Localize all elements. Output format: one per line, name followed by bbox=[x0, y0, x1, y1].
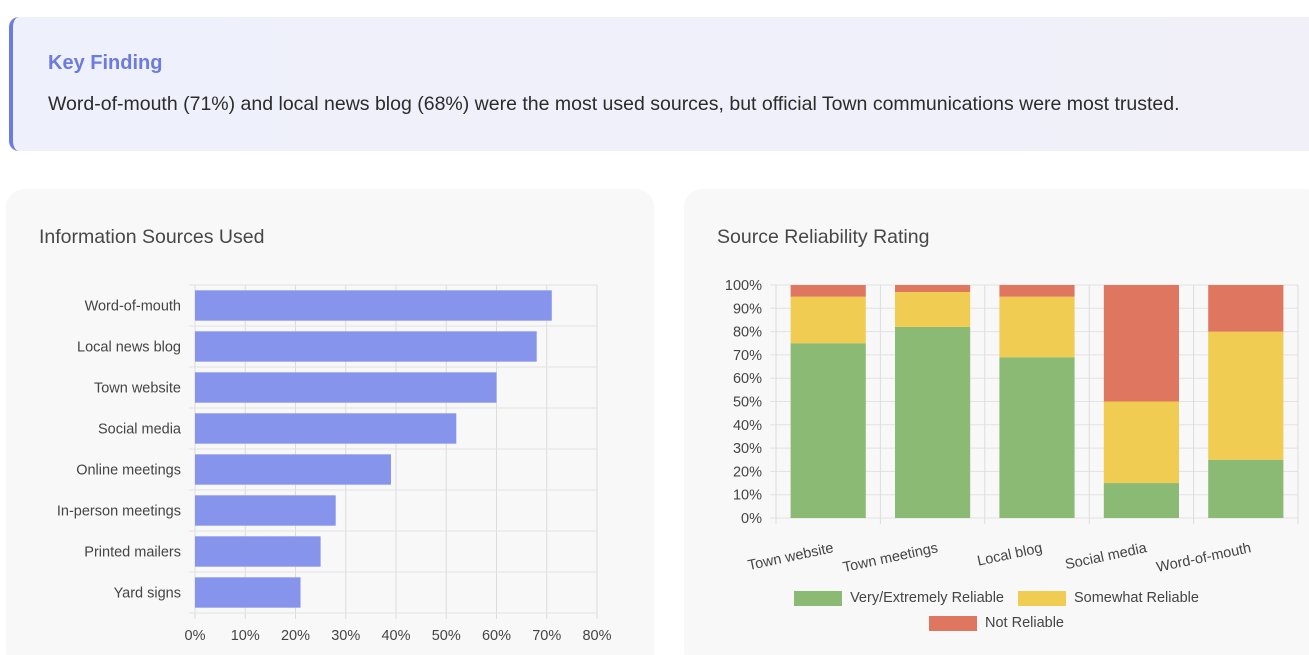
category-label: Town website bbox=[747, 540, 835, 574]
y-tick-label: 40% bbox=[733, 418, 762, 434]
reliability-chart-title: Source Reliability Rating bbox=[717, 226, 930, 248]
category-label: Local news blog bbox=[77, 340, 181, 356]
bar bbox=[195, 372, 497, 403]
y-tick-label: 60% bbox=[733, 371, 762, 387]
stack-segment bbox=[999, 357, 1075, 518]
key-finding-title: Key Finding bbox=[48, 52, 163, 74]
stack-segment bbox=[1103, 483, 1179, 518]
stack-segment bbox=[790, 343, 866, 518]
bar bbox=[195, 536, 321, 567]
legend-swatch-yellow bbox=[1017, 590, 1066, 606]
y-tick-label: 20% bbox=[733, 464, 762, 480]
x-tick-label: 10% bbox=[231, 628, 260, 644]
x-tick-label: 70% bbox=[532, 628, 561, 644]
key-finding-callout: Key Finding Word-of-mouth (71%) and loca… bbox=[9, 17, 1309, 151]
y-tick-label: 90% bbox=[733, 301, 762, 317]
category-label: Word-of-mouth bbox=[1155, 540, 1253, 576]
sources-bar-chart: 0% 10% 20% 30% 40% 50% 60% 70% 80% Word-of-mouth L… bbox=[57, 284, 612, 644]
stack-segment bbox=[1103, 401, 1179, 484]
stack-segment bbox=[1208, 331, 1284, 460]
y-tick-label: 70% bbox=[733, 348, 762, 364]
stack-segment bbox=[895, 291, 971, 327]
category-label: Printed mailers bbox=[84, 545, 181, 561]
y-tick-label: 10% bbox=[733, 488, 762, 504]
stack-segment bbox=[999, 285, 1075, 297]
x-tick-label: 40% bbox=[381, 628, 410, 644]
bar bbox=[195, 577, 301, 608]
category-label: Town website bbox=[94, 381, 181, 397]
x-tick-label: 80% bbox=[582, 628, 611, 644]
category-label: Local blog bbox=[976, 540, 1044, 569]
stack-segment bbox=[999, 296, 1075, 358]
legend-item-not-reliable[interactable]: Not Reliable bbox=[929, 615, 1064, 631]
stack-segment bbox=[1103, 285, 1179, 402]
x-tick-label: 30% bbox=[331, 628, 360, 644]
bar bbox=[195, 413, 457, 444]
stack-segment bbox=[790, 285, 866, 297]
category-label: Social media bbox=[1064, 540, 1149, 573]
x-tick-label: 50% bbox=[432, 628, 461, 644]
legend-label: Somewhat Reliable bbox=[1073, 590, 1199, 606]
reliability-card: Source Reliability Rating 0% 10% 20% 30% 40%… bbox=[684, 189, 1309, 655]
bar bbox=[195, 331, 537, 362]
stack-segment bbox=[1208, 285, 1284, 332]
bar bbox=[195, 290, 552, 321]
stack-segment bbox=[895, 326, 971, 518]
legend-item-very-reliable[interactable]: Very/Extremely Reliable bbox=[794, 590, 1004, 606]
category-label: Town meetings bbox=[841, 540, 939, 576]
y-tick-label: 80% bbox=[733, 325, 762, 341]
bar bbox=[195, 495, 336, 526]
legend-label: Not Reliable bbox=[985, 615, 1064, 631]
category-label: Word-of-mouth bbox=[85, 299, 181, 315]
category-label: In-person meetings bbox=[57, 504, 181, 520]
bar bbox=[195, 454, 391, 485]
reliability-stacked-chart: 0% 10% 20% 30% 40% 50% 60% 70% 80% 90% 100% Town we… bbox=[725, 278, 1299, 576]
category-label: Yard signs bbox=[114, 586, 181, 602]
legend-label: Very/Extremely Reliable bbox=[850, 590, 1004, 606]
stack-segment bbox=[790, 296, 866, 344]
y-tick-label: 100% bbox=[725, 278, 762, 294]
x-tick-label: 0% bbox=[185, 628, 206, 644]
y-tick-label: 0% bbox=[741, 511, 762, 527]
stack-segment bbox=[895, 285, 971, 292]
legend-swatch-green bbox=[794, 590, 843, 606]
stack-segment bbox=[1208, 459, 1284, 518]
reliability-legend: Very/Extremely Reliable Somewhat Reliabl… bbox=[684, 590, 1309, 631]
legend-item-somewhat-reliable[interactable]: Somewhat Reliable bbox=[1017, 590, 1199, 606]
category-label: Social media bbox=[98, 422, 182, 438]
sources-chart-title: Information Sources Used bbox=[39, 226, 265, 248]
y-tick-label: 50% bbox=[733, 395, 762, 411]
legend-swatch-red bbox=[929, 615, 977, 631]
y-tick-label: 30% bbox=[733, 441, 762, 457]
sources-used-card: Information Sources Used 0% 10% 20% 30% 40% 5… bbox=[6, 189, 654, 655]
key-finding-text: Word-of-mouth (71%) and local news blog … bbox=[48, 93, 1180, 115]
x-tick-label: 20% bbox=[281, 628, 310, 644]
category-label: Online meetings bbox=[76, 463, 181, 479]
x-tick-label: 60% bbox=[482, 628, 511, 644]
